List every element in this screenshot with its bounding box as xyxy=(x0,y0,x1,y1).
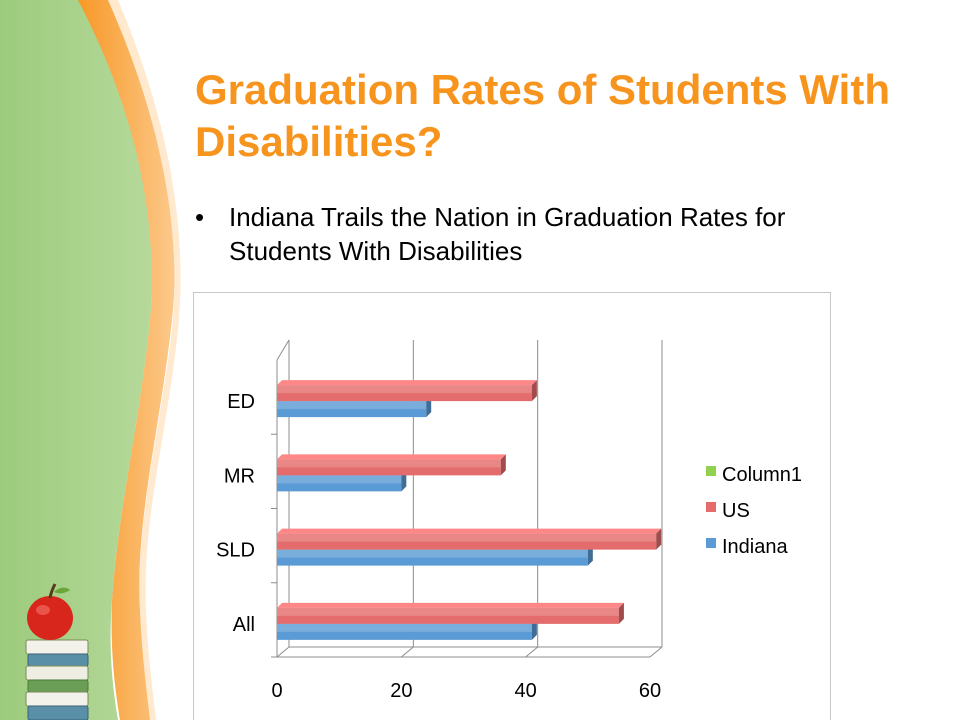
bar-side-face xyxy=(656,528,662,550)
y-tick-labels: All SLD MR ED xyxy=(216,391,255,636)
slide-title: Graduation Rates of Students With Disabi… xyxy=(195,66,890,165)
bar-highlight xyxy=(277,401,427,410)
axis-depth xyxy=(276,339,290,361)
bar-front-face xyxy=(277,475,402,492)
x-tick-labels: 0 20 40 60 xyxy=(271,680,661,702)
bar-side-face xyxy=(500,454,506,476)
bar-front-face xyxy=(277,459,501,476)
books-stack-icon xyxy=(25,639,89,720)
x-tick-label: 20 xyxy=(390,680,412,702)
bar-top-face xyxy=(277,454,506,460)
bar-front-face xyxy=(277,549,588,566)
bar-side-face xyxy=(531,380,537,402)
bar-highlight xyxy=(277,533,657,542)
y-tick-label: ED xyxy=(227,391,255,413)
legend-swatch-indiana xyxy=(706,538,716,548)
floor-line xyxy=(401,646,414,658)
legend-label-us: US xyxy=(722,500,750,522)
legend-label-indiana: Indiana xyxy=(722,536,788,558)
bullet-marker: • xyxy=(195,202,205,232)
x-tick-label: 40 xyxy=(515,680,537,702)
y-tick-label: MR xyxy=(224,465,255,487)
bullet-text: Indiana Trails the Nation in Graduation … xyxy=(229,202,786,266)
legend-swatch-us xyxy=(706,502,716,512)
bar-series xyxy=(277,380,662,640)
bar-front-face xyxy=(277,401,427,418)
bar-highlight xyxy=(277,623,532,632)
bar-highlight xyxy=(277,607,619,616)
bar-side-face xyxy=(401,470,407,492)
y-tick-label: All xyxy=(233,614,255,636)
green-panel xyxy=(0,0,152,720)
light-stripe xyxy=(108,0,181,720)
floor-line xyxy=(276,646,290,658)
bar-front-face xyxy=(277,385,532,402)
x-tick-label: 60 xyxy=(639,680,661,702)
bar-front-face xyxy=(277,607,619,624)
bar-us-mr xyxy=(277,454,506,476)
apple-icon xyxy=(27,583,73,640)
legend-label-column1: Column1 xyxy=(722,464,802,486)
bar-side-face xyxy=(618,602,624,624)
bar-side-face xyxy=(531,618,537,640)
bar-top-face xyxy=(277,528,662,534)
bar-side-face xyxy=(426,396,432,418)
bar-front-face xyxy=(277,623,532,640)
floor-line xyxy=(649,646,663,658)
bar-top-face xyxy=(277,380,537,386)
bar-us-sld xyxy=(277,528,662,550)
bar-highlight xyxy=(277,549,588,558)
bar-side-face xyxy=(587,544,593,566)
bar-us-ed xyxy=(277,380,537,402)
y-tick-label: SLD xyxy=(216,540,255,562)
orange-stripe xyxy=(70,0,175,720)
x-tick-label: 0 xyxy=(271,680,282,702)
chart-frame xyxy=(193,292,831,720)
bar-highlight xyxy=(277,475,402,484)
bar-top-face xyxy=(277,602,624,608)
bar-highlight xyxy=(277,459,501,468)
legend-swatch-column1 xyxy=(706,466,716,476)
bar-front-face xyxy=(277,533,657,550)
floor-line xyxy=(525,646,538,658)
chart-legend: Column1 US Indiana xyxy=(706,464,802,558)
bar-highlight xyxy=(277,385,532,394)
bar-us-all xyxy=(277,602,624,624)
